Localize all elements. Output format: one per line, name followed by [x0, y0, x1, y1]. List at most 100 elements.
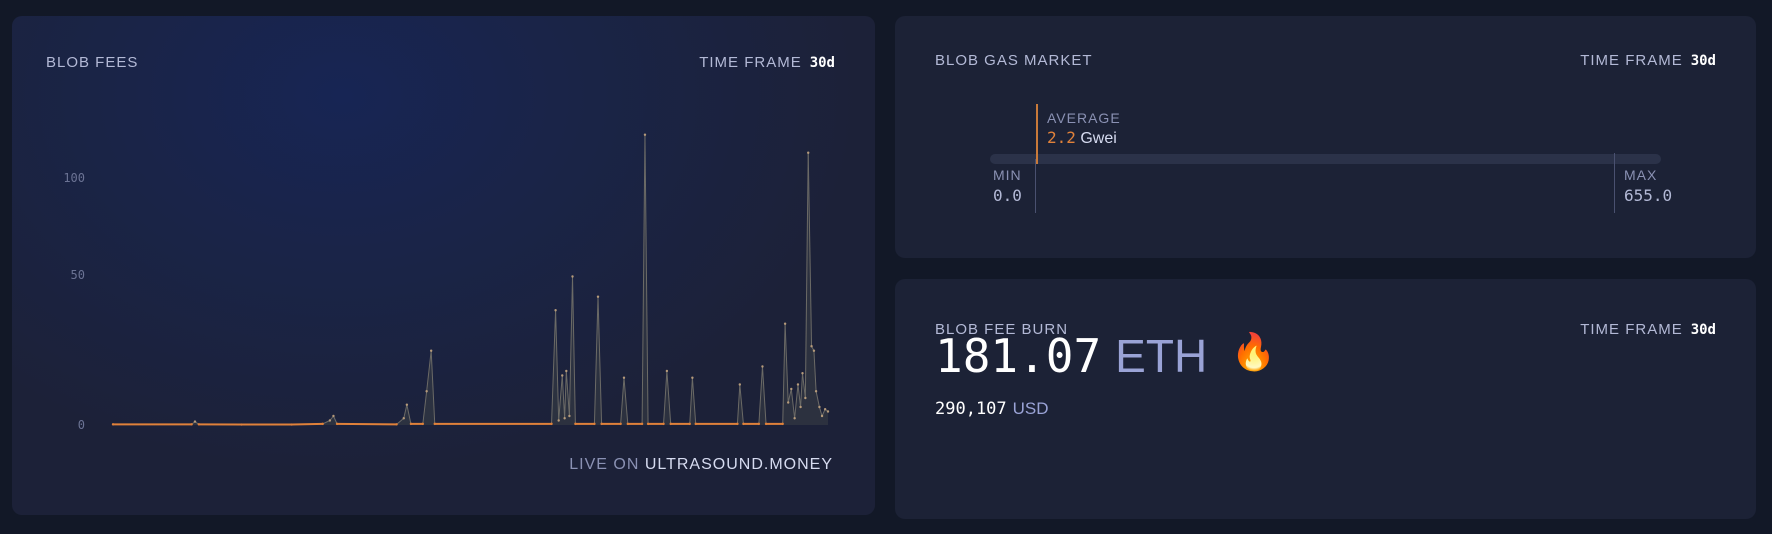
- blob-gas-market-card: BLOB GAS MARKET TIME FRAME 30d AVERAGE 2.…: [895, 16, 1756, 258]
- chart-line-segment: [804, 152, 809, 399]
- chart-line-segment: [396, 417, 405, 425]
- chart-line-segment: [790, 388, 796, 419]
- chart-point: [742, 422, 745, 426]
- card-title: BLOB FEE BURN: [935, 321, 1069, 338]
- gas-range-bar: [990, 154, 1661, 164]
- chart-point: [643, 133, 647, 136]
- chart-point: [240, 423, 243, 426]
- chart-point: [328, 419, 332, 422]
- chart-line-segment: [802, 373, 806, 399]
- chart-line-segment: [761, 366, 767, 424]
- average-marker: [1036, 104, 1038, 164]
- chart-point: [814, 390, 818, 393]
- live-site[interactable]: ULTRASOUND.MONEY: [644, 456, 833, 473]
- burn-usd: 290,107 USD: [935, 399, 1049, 419]
- chart-line-segment: [815, 391, 820, 408]
- chart-point: [738, 383, 742, 386]
- chart-point: [571, 275, 574, 278]
- chart-line-segment: [739, 384, 744, 424]
- chart-line-segment: [641, 134, 646, 424]
- chart-line-segment: [572, 276, 576, 424]
- chart-line-segment: [406, 404, 412, 424]
- chart-point: [596, 295, 600, 298]
- chart-point: [568, 414, 571, 418]
- chart-line-segment: [422, 391, 428, 424]
- chart-point: [736, 422, 739, 426]
- chart-line-segment: [333, 415, 338, 425]
- chart-line-segment: [784, 323, 789, 403]
- chart-line-segment: [818, 406, 823, 417]
- time-frame-value[interactable]: 30d: [1690, 53, 1716, 69]
- chart-line-segment: [736, 384, 741, 424]
- time-frame-value[interactable]: 30d: [809, 55, 835, 71]
- chart-line-segment: [561, 375, 566, 419]
- chart-line-segment: [620, 377, 625, 424]
- average-label: AVERAGE: [1047, 110, 1121, 126]
- chart-point: [190, 423, 193, 426]
- time-frame-value[interactable]: 30d: [1690, 322, 1716, 338]
- chart-point: [786, 401, 790, 404]
- chart-point: [429, 349, 433, 352]
- chart-point: [646, 422, 650, 426]
- chart-point: [764, 422, 768, 426]
- chart-line-segment: [551, 310, 557, 424]
- chart-line-segment: [623, 377, 629, 424]
- time-frame-toggle[interactable]: TIME FRAME 30d: [1580, 321, 1716, 338]
- chart-point: [622, 376, 626, 379]
- chart-point: [395, 423, 398, 426]
- card-title: BLOB GAS MARKET: [935, 52, 1093, 69]
- chart-point: [561, 374, 564, 377]
- blob-fees-card: BLOB FEES TIME FRAME 30d 0 50 100 LIVE ON…: [12, 16, 875, 515]
- chart-point: [640, 422, 644, 426]
- chart-point: [807, 151, 810, 154]
- chart-point: [557, 419, 560, 422]
- usd-amount: 290,107: [935, 399, 1007, 419]
- chart-line-segment: [558, 375, 563, 421]
- max-value: 655.0: [1624, 186, 1673, 205]
- chart-line-segment: [322, 420, 331, 425]
- chart-point: [600, 422, 603, 426]
- chart-point: [826, 410, 830, 413]
- min-marker: [1035, 159, 1036, 213]
- blob-fees-chart: [111, 133, 830, 426]
- live-on-link[interactable]: LIVE ON ULTRASOUND.MONEY: [569, 456, 833, 474]
- chart-point: [801, 372, 804, 375]
- chart-line-segment: [691, 377, 697, 424]
- chart-point: [688, 422, 691, 426]
- chart-line-segment: [800, 373, 803, 408]
- time-frame-toggle[interactable]: TIME FRAME 30d: [699, 54, 835, 71]
- chart-point: [332, 414, 335, 418]
- chart-line-segment: [794, 384, 799, 419]
- chart-line-segment: [426, 350, 432, 392]
- chart-line-segment: [813, 350, 817, 392]
- time-frame-label: TIME FRAME: [1580, 52, 1683, 69]
- chart-point: [197, 423, 200, 426]
- chart-line-segment: [565, 370, 570, 417]
- average-value: 2.2 Gwei: [1047, 128, 1117, 148]
- chart-point: [405, 403, 409, 406]
- chart-line-segment: [787, 388, 792, 403]
- burn-unit: ETH: [1115, 330, 1208, 382]
- chart-point: [796, 383, 800, 386]
- chart-point: [321, 422, 324, 426]
- chart-line-segment: [644, 134, 649, 424]
- chart-point: [111, 423, 115, 426]
- chart-point: [757, 422, 761, 426]
- chart-point: [593, 422, 596, 426]
- chart-point: [761, 365, 764, 368]
- min-label: MIN: [993, 167, 1022, 183]
- time-frame-toggle[interactable]: TIME FRAME 30d: [1580, 52, 1716, 69]
- chart-point: [783, 322, 787, 325]
- chart-point: [790, 387, 793, 391]
- chart-point: [823, 408, 827, 411]
- chart-line-segment: [807, 152, 813, 347]
- average-unit: Gwei: [1080, 130, 1117, 147]
- min-value: 0.0: [993, 186, 1022, 205]
- time-frame-label: TIME FRAME: [699, 54, 802, 71]
- live-on-label: LIVE ON: [569, 456, 640, 473]
- chart-point: [626, 422, 629, 426]
- chart-point: [193, 420, 197, 423]
- average-number: 2.2: [1047, 128, 1076, 147]
- chart-line-segment: [821, 409, 826, 417]
- usd-unit: USD: [1012, 399, 1049, 418]
